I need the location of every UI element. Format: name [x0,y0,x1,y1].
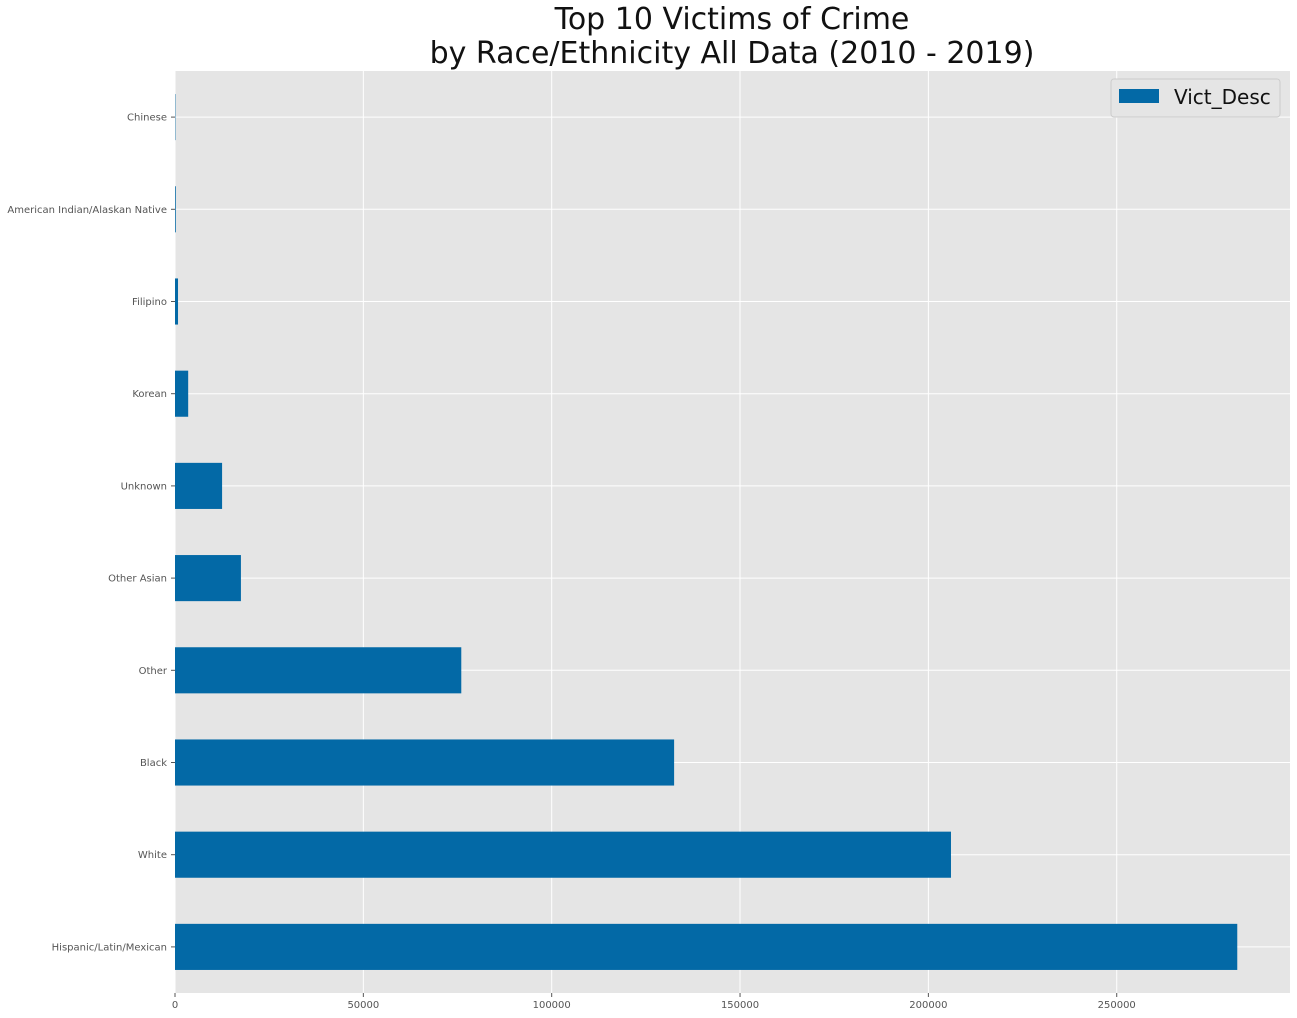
chart-title-line-1: Top 10 Victims of Crime [554,2,910,37]
bar [175,647,462,694]
x-tick-label: 0 [172,1000,178,1011]
bar [175,831,951,878]
bar [175,370,189,417]
y-tick-label: Korean [132,389,167,400]
y-tick-label: White [138,850,167,861]
x-tick-label: 250000 [1098,1000,1136,1011]
y-tick-label: Other [139,666,168,677]
bar [175,555,241,602]
x-tick-label: 50000 [347,1000,379,1011]
legend-swatch [1119,89,1159,103]
bar [175,462,223,509]
bar [175,739,675,786]
x-tick-label: 100000 [533,1000,571,1011]
bar [175,278,179,325]
x-tick-label: 200000 [909,1000,947,1011]
chart-title-line-2: by Race/Ethnicity All Data (2010 - 2019) [429,36,1035,71]
y-tick-label: Hispanic/Latin/Mexican [52,942,167,953]
y-tick-label: American Indian/Alaskan Native [7,205,167,216]
y-tick-label: Unknown [121,481,167,492]
y-tick-label: Other Asian [108,574,167,585]
y-tick-label: Filipino [132,297,167,308]
bar [175,923,1238,970]
legend-box [1110,78,1281,118]
legend-label: Vict_Desc [1174,85,1271,109]
y-tick-label: Black [140,758,167,769]
x-tick-label: 150000 [721,1000,759,1011]
y-tick-label: Chinese [127,113,167,124]
bar [175,186,176,233]
